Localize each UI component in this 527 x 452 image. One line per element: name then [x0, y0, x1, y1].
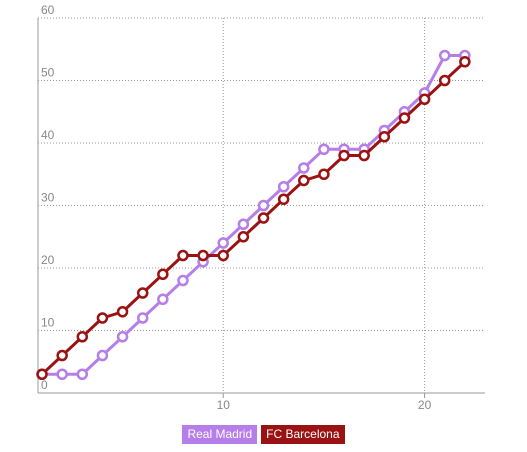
y-tick-label: 10	[41, 316, 55, 330]
data-point[interactable]	[197, 249, 209, 262]
y-tick-label: 60	[41, 3, 55, 17]
series-layer	[36, 49, 471, 380]
data-point[interactable]	[177, 274, 189, 287]
data-point[interactable]	[76, 368, 89, 380]
data-point[interactable]	[277, 193, 290, 205]
series-line	[42, 54, 465, 376]
data-point[interactable]	[116, 331, 129, 343]
data-point[interactable]	[277, 181, 290, 193]
data-point[interactable]	[298, 162, 310, 174]
data-point[interactable]	[298, 174, 310, 187]
legend-item-series-0[interactable]: Real Madrid	[182, 425, 258, 444]
data-point[interactable]	[136, 287, 149, 299]
data-point[interactable]	[257, 212, 270, 224]
x-tick-label: 10	[217, 398, 231, 412]
data-point[interactable]	[56, 368, 68, 380]
legend-item-series-1[interactable]: FC Barcelona	[261, 425, 345, 444]
data-point[interactable]	[136, 312, 149, 324]
data-point[interactable]	[96, 349, 109, 362]
y-tick-label: 20	[41, 253, 55, 267]
y-tick-label: 0	[41, 378, 48, 392]
series-1	[36, 56, 471, 380]
data-point[interactable]	[438, 49, 451, 62]
grid-layer	[38, 17, 485, 393]
axis-layer	[37, 18, 485, 398]
data-point[interactable]	[96, 312, 109, 324]
legend: Real Madrid FC Barcelona	[0, 425, 527, 444]
data-point[interactable]	[217, 249, 229, 262]
data-point[interactable]	[237, 231, 250, 243]
data-point[interactable]	[36, 368, 48, 380]
y-tick-label: 40	[41, 128, 55, 142]
data-point[interactable]	[418, 93, 431, 105]
data-point[interactable]	[398, 112, 411, 124]
tick-label-layer: 0 10 20 30 40 50 60 10 20	[41, 3, 432, 412]
data-point[interactable]	[76, 331, 89, 343]
data-point[interactable]	[438, 74, 451, 87]
data-point[interactable]	[157, 293, 169, 305]
data-point[interactable]	[116, 306, 129, 318]
data-point[interactable]	[177, 249, 189, 262]
data-point[interactable]	[459, 56, 471, 68]
data-point[interactable]	[257, 199, 270, 212]
series-0	[36, 49, 471, 380]
series-line	[40, 60, 466, 376]
data-point[interactable]	[217, 237, 229, 249]
y-tick-label: 30	[41, 191, 55, 205]
data-point[interactable]	[358, 149, 370, 162]
data-point[interactable]	[56, 349, 68, 362]
data-point[interactable]	[318, 143, 330, 155]
y-tick-label: 50	[41, 66, 55, 80]
x-tick-label: 20	[418, 398, 432, 412]
data-point[interactable]	[157, 268, 169, 280]
data-point[interactable]	[318, 168, 330, 180]
data-point[interactable]	[378, 131, 391, 143]
data-point[interactable]	[237, 218, 250, 230]
data-point[interactable]	[338, 149, 350, 162]
